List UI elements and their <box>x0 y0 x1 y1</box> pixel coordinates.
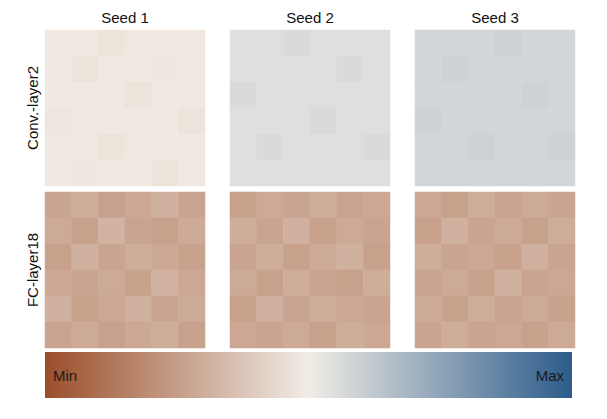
svg-text:Max: Max <box>536 367 565 384</box>
svg-text:Conv.-layer2: Conv.-layer2 <box>24 66 41 150</box>
svg-text:Seed 1: Seed 1 <box>101 9 149 26</box>
svg-text:Seed 2: Seed 2 <box>286 9 334 26</box>
svg-text:FC-layer18: FC-layer18 <box>24 233 41 307</box>
svg-text:Seed 3: Seed 3 <box>471 9 519 26</box>
svg-text:Min: Min <box>53 367 77 384</box>
